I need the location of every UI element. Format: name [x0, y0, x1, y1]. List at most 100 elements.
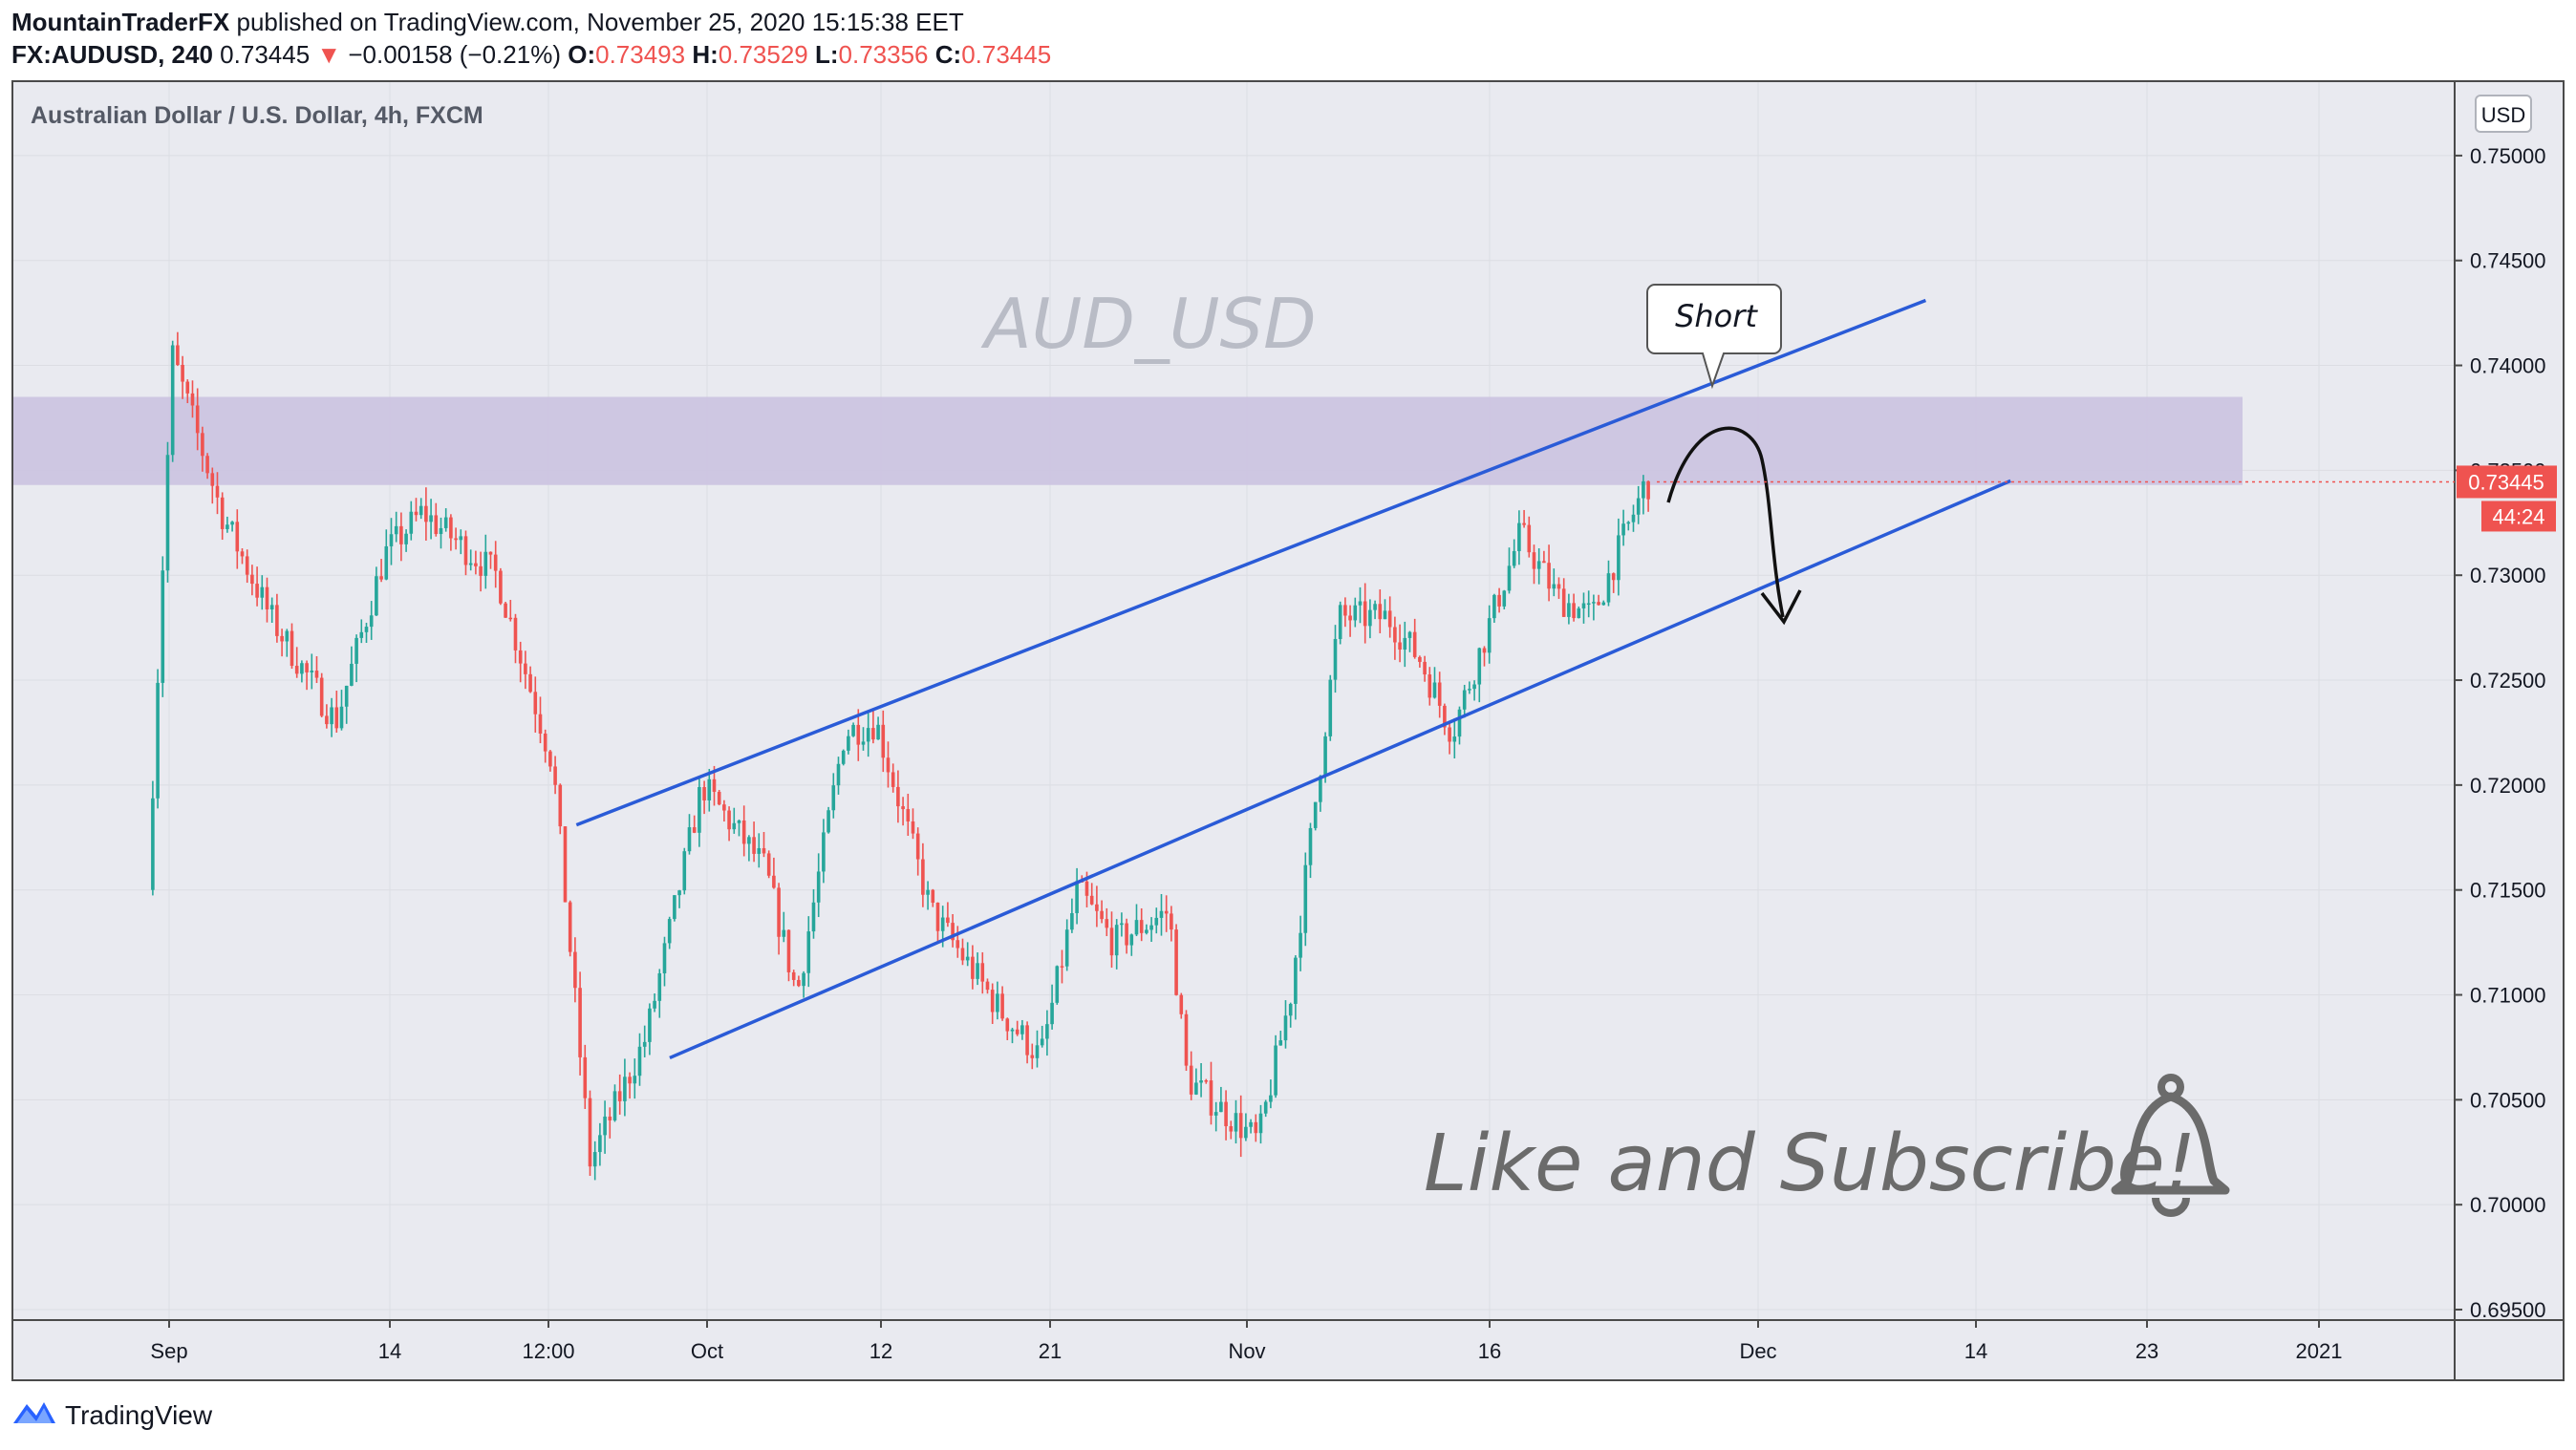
candle	[1109, 911, 1114, 969]
x-tick-label: Oct	[691, 1339, 723, 1363]
candle	[1606, 560, 1611, 607]
candle	[201, 426, 204, 472]
candle	[170, 340, 175, 462]
x-tick-label: 16	[1478, 1339, 1501, 1363]
channel-upper-line[interactable]	[575, 298, 1927, 827]
candle	[1497, 587, 1501, 613]
candle	[1412, 618, 1417, 659]
candle	[1055, 965, 1060, 1005]
channel-lower-line[interactable]	[669, 479, 2011, 1060]
candle	[573, 937, 577, 1003]
x-tick-label: 21	[1039, 1339, 1062, 1363]
candle	[617, 1074, 622, 1115]
chart-frame[interactable]: AUD_USD Short Like and Subscribe! Austral…	[11, 80, 2565, 1381]
candle	[1338, 601, 1342, 645]
candle	[1601, 600, 1606, 606]
y-tick-label: 0.74000	[2470, 354, 2546, 378]
candle	[1507, 547, 1512, 594]
short-callout[interactable]	[1646, 284, 1782, 390]
candle	[1621, 509, 1625, 546]
candle	[1170, 906, 1173, 942]
price-chart[interactable]: AUD_USD Short Like and Subscribe! Austral…	[13, 82, 2563, 1379]
candle	[1617, 518, 1621, 596]
candle	[354, 634, 358, 683]
candle	[508, 600, 513, 622]
candle	[1105, 907, 1109, 937]
tradingview-logo-icon[interactable]	[11, 1397, 57, 1429]
candle	[1472, 680, 1476, 701]
y-tick-label: 0.71500	[2470, 879, 2546, 903]
candle	[528, 666, 532, 693]
candle	[240, 548, 245, 565]
candle	[1263, 1099, 1268, 1118]
candle	[285, 629, 290, 657]
candle	[747, 835, 751, 862]
candle	[851, 722, 855, 737]
candle	[951, 914, 955, 948]
candle	[906, 793, 911, 837]
last-price-tag-text: 0.73445	[2468, 470, 2544, 494]
candle	[955, 926, 960, 958]
x-tick-label: Sep	[150, 1339, 187, 1363]
candle	[434, 502, 439, 537]
candle	[1249, 1119, 1253, 1134]
candle	[831, 773, 836, 819]
bell-icon[interactable]	[2111, 1074, 2230, 1217]
candle	[608, 1107, 612, 1139]
x-tick-label: 14	[1964, 1339, 1987, 1363]
candle	[1213, 1101, 1218, 1132]
candle	[493, 541, 498, 588]
candle	[504, 601, 507, 618]
candle	[1536, 548, 1541, 585]
candle	[786, 929, 791, 982]
candle	[389, 518, 394, 565]
candle	[250, 565, 254, 596]
candle	[1457, 706, 1462, 745]
candle	[563, 825, 568, 903]
candle	[926, 881, 930, 910]
candle	[439, 517, 443, 549]
candle	[1060, 949, 1064, 984]
candle	[732, 807, 737, 834]
candle	[722, 800, 726, 822]
candle	[1313, 801, 1318, 831]
candle	[1269, 1079, 1273, 1109]
candle	[151, 780, 155, 896]
resistance-zone[interactable]	[13, 396, 2243, 485]
currency-badge[interactable]	[2475, 95, 2532, 133]
y-tick-label: 0.75000	[2470, 144, 2546, 168]
candle	[762, 832, 766, 858]
candle	[935, 902, 940, 943]
candle	[429, 499, 433, 540]
candle	[1189, 1051, 1193, 1100]
candle	[1040, 1025, 1044, 1048]
tradingview-brand[interactable]: TradingView	[65, 1400, 213, 1430]
candle	[1319, 775, 1322, 812]
candle	[1288, 1002, 1293, 1028]
y-tick-label: 0.71000	[2470, 984, 2546, 1008]
candle	[1547, 544, 1551, 602]
candle	[350, 646, 354, 687]
candle	[881, 710, 886, 773]
candle	[553, 756, 557, 795]
candle	[777, 883, 781, 955]
low-value: 0.73356	[838, 40, 929, 69]
candle	[727, 806, 731, 842]
candle	[1552, 568, 1556, 597]
candle	[1418, 655, 1422, 668]
candle	[1532, 544, 1536, 585]
x-tick-label: 14	[378, 1339, 401, 1363]
candle	[1407, 630, 1412, 652]
candle	[1129, 933, 1134, 956]
candle	[682, 847, 687, 895]
author-name[interactable]: MountainTraderFX	[11, 8, 230, 36]
candle	[245, 549, 249, 584]
symbol-info: FX:AUDUSD, 240 0.73445 ▼ −0.00158 (−0.21…	[11, 40, 1051, 70]
candle	[965, 942, 970, 967]
candle	[802, 970, 805, 998]
candle	[772, 857, 776, 889]
candle	[290, 623, 294, 670]
x-tick-label: Dec	[1739, 1339, 1776, 1363]
candle	[1045, 1010, 1049, 1056]
projection-arrow[interactable]	[1666, 426, 1785, 618]
